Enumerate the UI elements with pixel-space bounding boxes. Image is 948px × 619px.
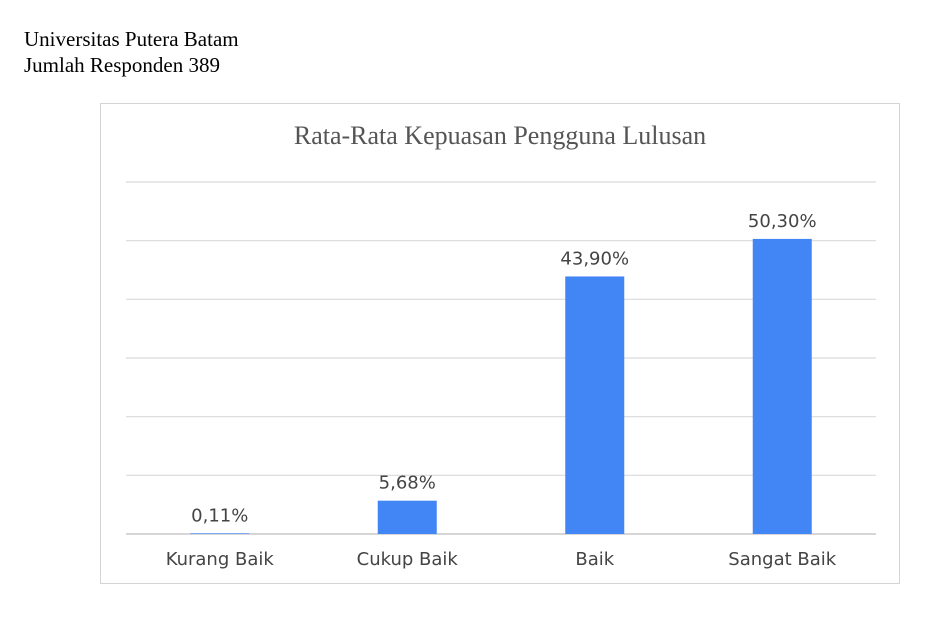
header-line-university: Universitas Putera Batam bbox=[24, 27, 239, 51]
data-label: 50,30% bbox=[748, 211, 817, 232]
category-label: Baik bbox=[575, 549, 614, 570]
chart-container: Rata-Rata Kepuasan Pengguna Lulusan 0,11… bbox=[100, 103, 900, 584]
bar-chart: 0,11% Kurang Baik 5,68% Cukup Baik 43,90% Bai… bbox=[126, 181, 876, 570]
bar bbox=[190, 533, 250, 534]
category-label: Kurang Baik bbox=[166, 549, 275, 570]
header: Universitas Putera Batam Jumlah Responde… bbox=[24, 26, 239, 78]
bar bbox=[377, 500, 437, 534]
header-line-respondents: Jumlah Responden 389 bbox=[24, 53, 220, 77]
bar bbox=[565, 276, 625, 534]
data-label: 43,90% bbox=[560, 248, 629, 269]
category-label: Sangat Baik bbox=[728, 549, 836, 570]
category-label: Cukup Baik bbox=[357, 549, 459, 570]
bar bbox=[752, 238, 812, 534]
data-label: 5,68% bbox=[379, 473, 436, 494]
data-label: 0,11% bbox=[191, 505, 248, 526]
chart-title: Rata-Rata Kepuasan Pengguna Lulusan bbox=[293, 121, 707, 150]
